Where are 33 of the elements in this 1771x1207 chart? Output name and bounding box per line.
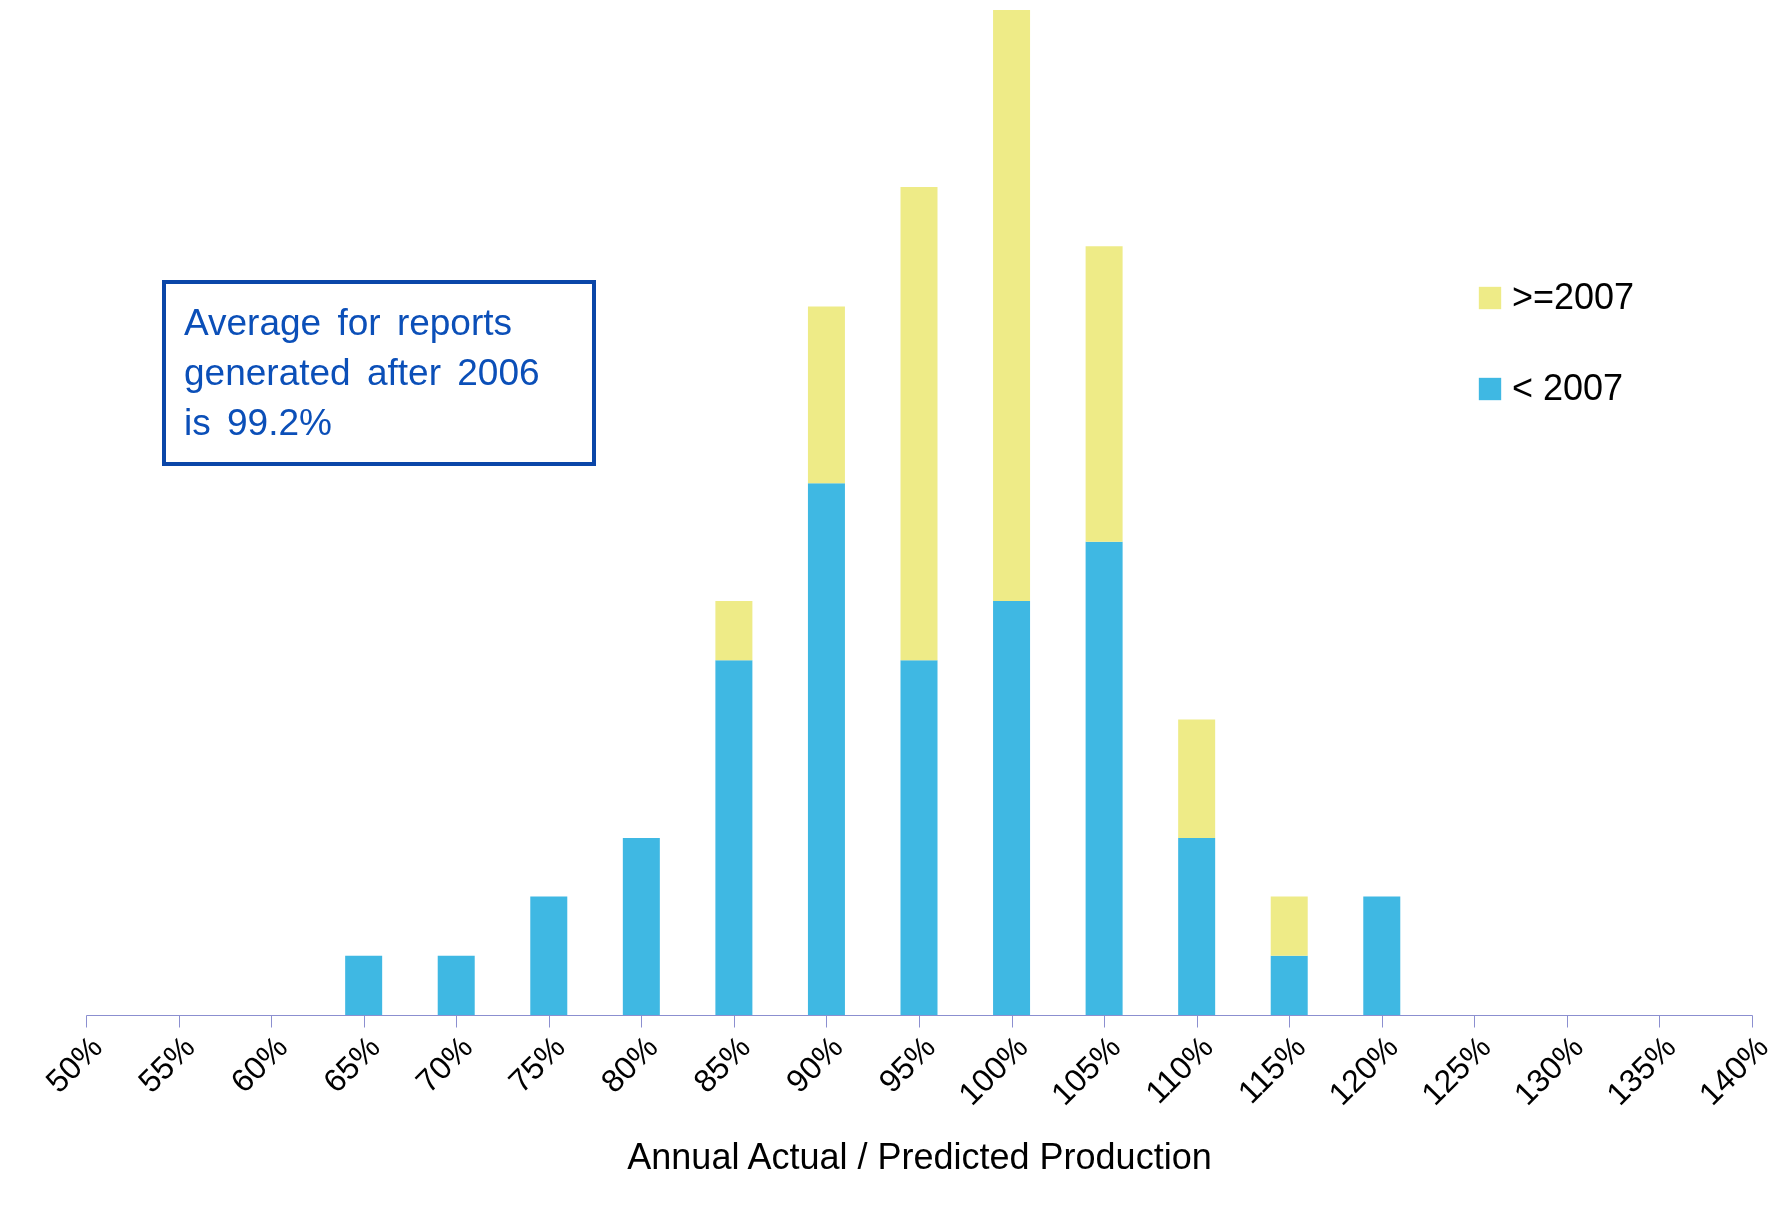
bar — [807, 483, 845, 1015]
bar — [1270, 955, 1308, 1015]
x-tick-label: 65% — [316, 1028, 387, 1100]
bar — [900, 660, 938, 1015]
x-tick-label: 70% — [408, 1028, 480, 1100]
x-tick-label: 55% — [130, 1028, 202, 1100]
bar — [437, 955, 475, 1015]
bar — [900, 186, 938, 661]
x-tick-label: 50% — [38, 1028, 110, 1100]
bar — [993, 10, 1031, 601]
x-axis-title: Annual Actual / Predicted Production — [627, 1136, 1212, 1178]
bar — [1270, 896, 1308, 956]
legend-label: >=2007 — [1512, 276, 1635, 317]
bar — [807, 306, 845, 484]
x-tick-label: 80% — [593, 1028, 665, 1100]
x-tick-label: 95% — [871, 1028, 943, 1100]
x-tick-label: 90% — [778, 1028, 850, 1100]
legend-label: < 2007 — [1512, 367, 1624, 408]
annotation: Average for reports generated after 2006 is 99.2% — [162, 280, 596, 466]
bar — [715, 600, 753, 661]
bar — [1085, 246, 1123, 542]
bar — [993, 600, 1031, 1015]
bar — [345, 955, 383, 1015]
bar — [1178, 719, 1216, 839]
bar — [1363, 896, 1401, 1015]
bar — [530, 896, 568, 1015]
bar — [715, 660, 753, 1015]
x-tick-label: 60% — [223, 1028, 295, 1100]
x-tick-label: 85% — [686, 1028, 758, 1100]
x-tick-label: 75% — [501, 1028, 572, 1100]
bar — [1178, 838, 1216, 1015]
bar — [622, 838, 660, 1015]
bar — [1085, 541, 1123, 1015]
